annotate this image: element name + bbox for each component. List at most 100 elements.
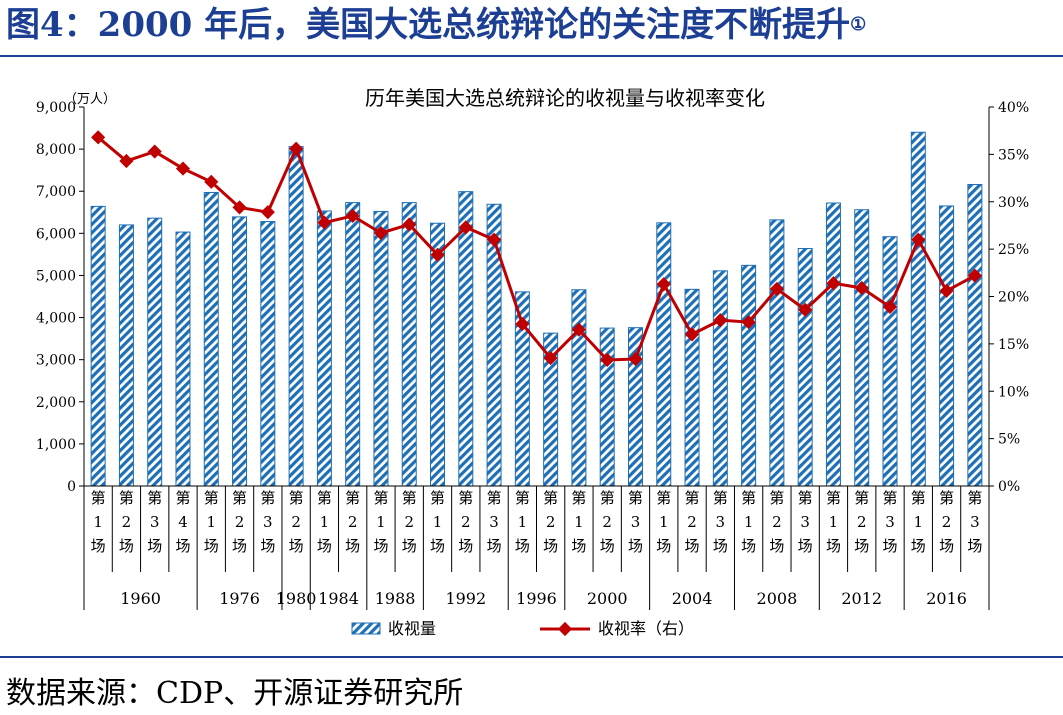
left-tick-label: 8,000 (36, 142, 76, 158)
figure-title: 图4：2000 年后，美国大选总统辩论的关注度不断提升① (6, 4, 866, 46)
bar (797, 247, 813, 487)
line-point (317, 215, 332, 230)
bar (203, 191, 219, 487)
line-series (91, 130, 982, 368)
left-tick-label: 6,000 (36, 226, 76, 242)
source-note: 数据来源：CDP、开源证券研究所 (6, 676, 464, 711)
line-point (571, 322, 586, 337)
bar (656, 222, 672, 487)
right-tick-label: 0% (998, 479, 1020, 495)
group-label: 1960 (120, 589, 161, 608)
line-point (911, 232, 926, 247)
line-point (175, 161, 191, 176)
left-tick-label: 7,000 (36, 184, 76, 200)
bar (316, 210, 332, 487)
left-tick-label: 9,000 (36, 100, 76, 116)
line-point (713, 313, 728, 328)
group-label: 2000 (587, 589, 628, 608)
line-point (289, 141, 304, 156)
source-rule (0, 656, 1063, 658)
legend-bar-swatch (351, 622, 381, 635)
line-point (458, 220, 473, 235)
group-label: 1980 (276, 589, 317, 608)
line-point (628, 351, 643, 367)
line-point (826, 276, 841, 291)
bar (684, 288, 700, 487)
bar (175, 231, 191, 487)
right-tick-label: 20% (998, 290, 1029, 306)
line-point (939, 283, 954, 298)
left-tick-label: 1,000 (36, 437, 76, 453)
right-tick-label: 15% (998, 337, 1029, 353)
line-point (345, 208, 360, 224)
line-point (147, 144, 162, 159)
line-point (882, 299, 898, 314)
bar (910, 131, 926, 487)
bar (260, 221, 276, 487)
line-point (515, 316, 530, 332)
legend-line-marker (557, 621, 573, 637)
bar (373, 210, 389, 487)
group-label: 1984 (318, 589, 359, 608)
bar (741, 264, 757, 487)
line-point (260, 205, 275, 220)
group-label: 2016 (926, 589, 967, 608)
bar (882, 236, 898, 487)
line-point (204, 174, 219, 189)
bar (967, 183, 983, 487)
right-tick-label: 5% (998, 432, 1020, 448)
bar (825, 202, 841, 487)
line-path (97, 136, 976, 362)
title-rule (0, 55, 1063, 57)
right-tick-label: 35% (998, 147, 1029, 163)
group-label: 1996 (516, 589, 557, 608)
bar (430, 222, 446, 487)
line-point (656, 277, 671, 292)
bar (854, 209, 870, 487)
bar-series (90, 131, 983, 487)
axes: 历年美国大选总统辩论的收视量与收视率变化 （万人） 0 1,000 2,000 3,000… (36, 86, 1029, 495)
bar (599, 327, 615, 487)
group-label: 2008 (757, 589, 798, 608)
bar (232, 216, 248, 487)
left-tick-label: 5,000 (36, 268, 76, 284)
group-label: 1992 (445, 589, 486, 608)
line-point (543, 351, 558, 366)
right-tick-label: 25% (998, 242, 1029, 258)
line-point (430, 247, 445, 262)
group-label: 1976 (219, 589, 260, 608)
group-label: 2004 (672, 589, 713, 608)
chart-area: 历年美国大选总统辩论的收视量与收视率变化 （万人） 0 1,000 2,000 3,000… (36, 86, 1029, 638)
bar (147, 217, 163, 487)
figure-title-text: 图4：2000 年后，美国大选总统辩论的关注度不断提升 (6, 5, 851, 45)
x-category-labels: 第 1 场第 2 场第 3 场第 4 场第 1 场第 2 场第 3 场第 2 场第 1 场第 2 场第 1 场第 2 场第 1 场第… (83, 486, 990, 610)
figure-title-note: ① (850, 14, 867, 35)
group-label: 1988 (375, 589, 416, 608)
line-point (373, 225, 389, 241)
